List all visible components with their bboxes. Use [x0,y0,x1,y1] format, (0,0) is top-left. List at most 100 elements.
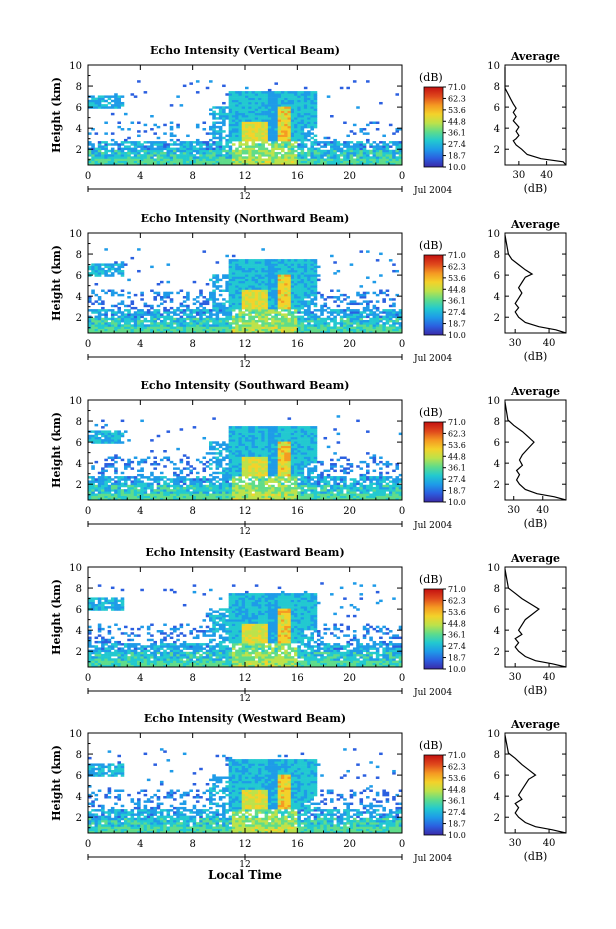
heatmap-cell [336,326,341,329]
heatmap-cell [251,138,256,142]
heatmap-cell [297,97,301,101]
heatmap-cell [235,110,239,114]
heatmap-cell [156,283,161,286]
heatmap-cell [114,439,118,442]
heatmap-cell [310,91,314,94]
heatmap-cell [245,156,249,159]
heatmap-cell [254,128,259,131]
heatmap-cell [123,491,128,494]
heatmap-cell [235,99,239,103]
heatmap-cell [264,99,269,103]
heatmap-cell [238,125,243,129]
heatmap-cell [274,110,279,114]
heatmap-cell [248,162,252,166]
heatmap-cell [264,121,269,124]
heatmap-cell [189,156,193,159]
heatmap-cell [107,149,112,153]
avg-y-tick-label: 2 [494,145,500,156]
heatmap-cell [388,313,393,316]
heatmap-cell [101,272,105,275]
heatmap-cell [379,315,383,319]
heatmap-cell [140,156,144,159]
heatmap-cell [264,149,269,153]
heatmap-cell [287,317,292,321]
heatmap-cell [300,322,305,325]
heatmap-cell [349,302,354,306]
heatmap-cell [222,274,226,277]
heatmap-cell [97,493,102,496]
heatmap-cell [91,291,95,295]
heatmap-cell [254,491,259,494]
heatmap-cell [94,460,99,464]
heatmap-cell [245,493,249,496]
heatmap-cell [186,489,190,492]
heatmap-cell [241,298,246,301]
heatmap-cell [320,156,324,159]
heatmap-cell [235,97,239,101]
heatmap-cell [225,467,229,470]
heatmap-cell [231,138,236,142]
heatmap-cell [156,160,161,164]
heatmap-cell [153,328,157,332]
heatmap-cell [110,322,115,325]
heatmap-cell [271,486,275,490]
heatmap-cell [215,304,220,308]
heatmap-cell [320,160,324,164]
heatmap-cell [215,471,220,475]
heatmap-cell [104,121,108,124]
heatmap-cell [254,326,259,329]
heatmap-cell [254,478,259,481]
heatmap-cell [392,158,396,161]
heatmap-cell [388,156,393,159]
heatmap-cell [258,298,262,301]
heatmap-cell [215,491,220,494]
heatmap-cell [382,156,386,159]
heatmap-cell [313,274,318,277]
heatmap-cell [114,480,118,483]
heatmap-cell [303,289,308,292]
heatmap-cell [356,151,360,155]
heatmap-cell [303,326,308,329]
heatmap-cell [189,480,193,483]
heatmap-cell [91,154,95,157]
heatmap-cell [238,450,243,453]
heatmap-cell [225,324,229,327]
heatmap-cell [127,322,131,325]
heatmap-cell [156,147,161,151]
heatmap-cell [117,328,122,332]
heatmap-cell [333,309,337,312]
heatmap-cell [349,156,354,159]
heatmap-cell [280,136,285,140]
heatmap-cell [123,158,128,161]
heatmap-cell [101,432,105,436]
heatmap-cell [303,108,308,111]
heatmap-cell [379,154,383,157]
heatmap-cell [264,495,269,499]
heatmap-cell [277,432,282,436]
heatmap-cell [346,328,350,332]
heatmap-cell [222,309,226,312]
heatmap-cell [163,326,167,329]
heatmap-cell [104,489,108,492]
heatmap-cell [235,317,239,321]
heatmap-cell [212,274,216,277]
heatmap-cell [290,265,295,269]
heatmap-cell [359,160,364,164]
heatmap-cell [225,473,229,477]
heatmap-cell [150,304,154,308]
heatmap-cell [94,315,99,319]
heatmap-cell [254,108,259,111]
heatmap-cell [323,304,328,308]
heatmap-cell [274,104,279,107]
heatmap-cell [290,276,295,279]
heatmap-cell [264,115,269,118]
heatmap-cell [294,154,298,157]
heatmap-cell [267,460,272,464]
heatmap-cell [215,330,220,334]
y-axis-label: Height (km) [50,245,63,321]
heatmap-cell [159,493,164,496]
heatmap-cell [388,160,393,164]
heatmap-cell [140,309,144,312]
heatmap-cell [277,458,282,462]
heatmap-cell [277,478,282,481]
